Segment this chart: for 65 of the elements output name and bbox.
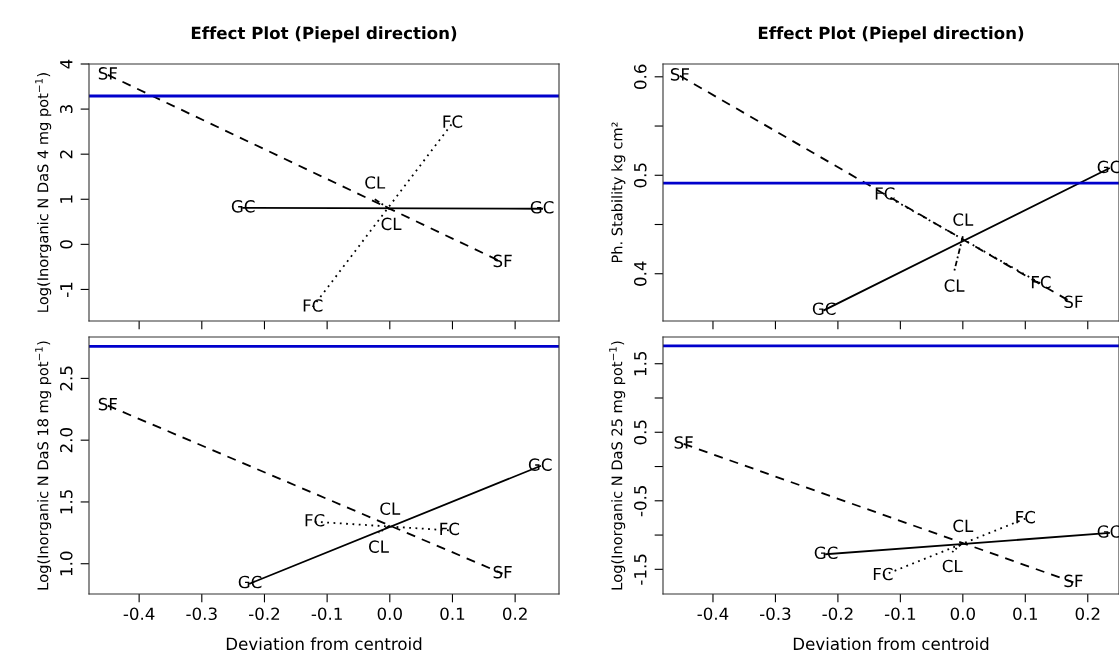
text: FC <box>443 115 463 128</box>
y-tick-label: 4 <box>60 59 73 69</box>
y-tick-label: 0.4 <box>633 261 647 286</box>
y-tick-label: 2.5 <box>59 366 73 391</box>
text: CL <box>953 519 974 533</box>
y-axis-title: Ph. Stability kg cm² <box>611 122 626 263</box>
text: GC <box>231 200 255 213</box>
x-axis-title: Deviation from centroid <box>793 637 989 651</box>
text: GC <box>812 302 836 315</box>
x-tick-label: 0.0 <box>377 607 402 621</box>
series-label: CL <box>944 279 965 292</box>
x-tick-label: 0.1 <box>440 607 465 621</box>
y-axis-title: Log(Inorganic N DaS 4 mg pot$^{−1}$) <box>35 73 52 312</box>
x-tick-label: -0.2 <box>822 607 853 621</box>
text: CL <box>365 176 386 189</box>
y-tick-label: 2.0 <box>59 428 73 453</box>
x-tick-label: -0.4 <box>697 607 729 621</box>
x-tick-label: 0.2 <box>1075 607 1100 621</box>
x-tick-label: 0.0 <box>950 607 975 621</box>
y-tick-label: 0 <box>59 240 73 249</box>
y-axis-title: Log(Inorganic N DaS 18 mg pot$^{−1}$) <box>35 341 52 590</box>
y-tick-label: 3 <box>59 105 73 114</box>
y-tick-label: 1.5 <box>60 490 73 514</box>
series-label: FC <box>440 522 460 536</box>
y-tick-label: 0.5 <box>633 420 647 445</box>
series-label: FC <box>303 299 323 312</box>
x-tick-label: -0.3 <box>186 607 217 621</box>
x-tick-label: -0.1 <box>884 607 916 621</box>
text: CL <box>380 502 401 515</box>
x-tick-label: 0.2 <box>502 607 527 621</box>
series-label: CL <box>368 540 389 553</box>
chart-title: Effect Plot (Piepel direction) <box>191 26 457 43</box>
text: SF <box>1064 295 1083 309</box>
series-label: SF <box>670 68 689 81</box>
x-tick-label: -0.2 <box>249 607 280 621</box>
y-tick-label: 0.6 <box>633 64 647 89</box>
y-axis-title: Log(Inorganic N DaS 25 mg pot$^{−1}$) <box>609 341 626 590</box>
series-label: SF <box>98 67 117 80</box>
series-label: CL <box>381 217 402 231</box>
y-tick-label: 2 <box>59 150 73 159</box>
y-tick-label: 0.5 <box>633 163 647 188</box>
text: FC <box>305 513 325 527</box>
x-axis-title: Deviation from centroid <box>226 637 422 651</box>
text: SF <box>493 254 512 268</box>
chart-title: Effect Plot (Piepel direction) <box>758 26 1024 43</box>
series-label: GC <box>530 200 554 214</box>
text: CL <box>953 213 974 226</box>
x-tick-label: -0.4 <box>123 607 155 621</box>
text: SF <box>674 436 693 449</box>
x-tick-label: 0.1 <box>1013 607 1038 621</box>
series-label: GC <box>528 458 552 471</box>
series-label: FC <box>1016 510 1036 524</box>
x-tick-label: -0.3 <box>759 607 791 621</box>
y-tick-label: -0.5 <box>633 485 647 517</box>
series-label: GC <box>814 546 838 560</box>
y-tick-label: 1.0 <box>59 551 73 576</box>
x-tick-label: -0.1 <box>311 607 342 621</box>
text: FC <box>873 567 893 581</box>
series-label: SF <box>98 397 117 411</box>
y-tick-label: -1.5 <box>634 554 647 585</box>
y-tick-label: -1 <box>60 282 73 297</box>
y-tick-label: 1.5 <box>634 351 647 376</box>
text: GC <box>238 575 262 589</box>
series-label: CL <box>942 559 963 573</box>
y-tick-label: 1 <box>60 195 73 203</box>
